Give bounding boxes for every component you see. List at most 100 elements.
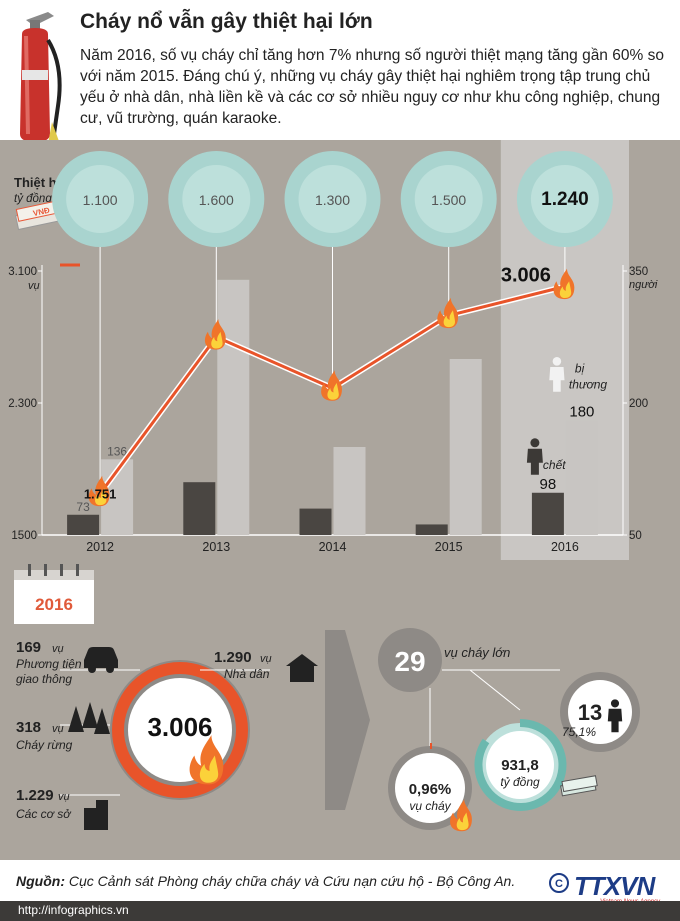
flame-inner: [456, 812, 469, 831]
flame-inner: [199, 755, 219, 783]
url-bar: [0, 901, 680, 921]
calendar-ring: [44, 564, 47, 576]
fires-point-flame: [321, 370, 342, 401]
flame-inner: [443, 310, 455, 328]
left-tick-label: 2.300: [8, 398, 37, 410]
person-head: [552, 357, 562, 366]
dead-bar: [67, 514, 100, 535]
person-head: [530, 438, 540, 448]
injured-bar: [449, 359, 482, 535]
fires-point-label: 1.751: [84, 487, 117, 502]
x-tick-label: 2012: [86, 540, 114, 554]
house-fire-name: Nhà dân: [224, 667, 270, 681]
right-axis-unit: người: [629, 279, 658, 291]
section-divider: [325, 630, 370, 810]
fire-share-flame-icon: [450, 799, 472, 832]
injured-bar: [217, 279, 250, 535]
x-tick-label: 2015: [435, 540, 463, 554]
dead-label: chết: [543, 458, 566, 472]
forest-fire-name: Cháy rừng: [16, 738, 73, 752]
tree-shape: [68, 706, 84, 732]
big-damage-percent: 75,1%: [562, 725, 596, 739]
x-tick-label: 2013: [202, 540, 230, 554]
damage-value-label: 1.500: [431, 192, 466, 208]
calendar-top: [14, 570, 94, 580]
money-text: VNĐ: [32, 206, 51, 218]
site-url[interactable]: http://infographics.vn: [18, 903, 129, 917]
dead-bar: [299, 508, 332, 535]
car-wheel: [88, 665, 96, 673]
big-damage-circle-inner: [486, 731, 554, 799]
house-fire-unit: vụ: [260, 653, 272, 665]
dead-value-label: 73: [76, 500, 90, 514]
breakdown-total: 3.006: [147, 712, 212, 742]
house-roof: [286, 654, 318, 666]
flame-inner: [327, 382, 339, 400]
house-icon: [286, 654, 318, 682]
injured-bar: [333, 447, 366, 535]
left-axis-unit: vụ: [28, 280, 40, 292]
source-label: Nguồn:: [16, 873, 65, 889]
left-tick-label: 1500: [11, 530, 37, 542]
dead-value-label: 98: [540, 476, 557, 493]
damage-value-label: 1.100: [83, 192, 118, 208]
forest-fire-unit: vụ: [52, 723, 64, 735]
damage-unit: tỷ đồng: [14, 193, 52, 205]
car-wheel: [106, 665, 114, 673]
fires-point-flame: [437, 297, 459, 329]
vehicle-fire-count: 169: [16, 639, 41, 656]
house-wall: [290, 666, 314, 682]
tree-shape: [94, 708, 110, 734]
header: [0, 0, 680, 140]
person-head: [610, 699, 620, 708]
dead-bar: [183, 482, 216, 535]
dead-person-icon: [526, 438, 543, 475]
fire-extinguisher-icon: [20, 12, 62, 144]
fires-point-flame: [553, 268, 575, 300]
injured-label-2: thương: [569, 378, 608, 392]
big-damage-arc: [474, 718, 567, 811]
damage-circle-inner: [530, 165, 599, 233]
calendar-card: [14, 578, 94, 624]
person-body: [607, 708, 623, 733]
flame-inner: [211, 331, 223, 349]
building-block: [84, 808, 96, 830]
damage-value-label: 1.600: [199, 192, 234, 208]
calendar-ring: [28, 564, 31, 576]
deaths-person-icon: [607, 699, 623, 733]
fires-point-flame: [204, 319, 226, 350]
injured-value-label: 180: [569, 404, 594, 421]
big-damage-unit: tỷ đồng: [500, 775, 540, 789]
building-icon: [84, 800, 108, 830]
x-tick-label: 2016: [551, 540, 579, 554]
left-tick-label: 3.100: [8, 266, 37, 278]
intro-text: Năm 2016, số vụ cháy chỉ tăng hơn 7% như…: [80, 47, 664, 127]
tree-shape: [82, 702, 98, 728]
right-tick-label: 350: [629, 266, 648, 278]
svg-text:C: C: [555, 878, 563, 890]
facility-fire-count: 1.229: [16, 787, 54, 804]
dead-bar: [415, 524, 448, 535]
building-block: [96, 800, 108, 830]
calendar-ring: [76, 564, 79, 576]
vehicle-fire-unit: vụ: [52, 643, 64, 655]
cash-bill: [561, 775, 598, 793]
damage-value-label: 1.240: [541, 189, 589, 210]
big-fire-connector: [469, 669, 521, 711]
damage-circle-inner: [182, 165, 251, 233]
x-tick-label: 2014: [319, 540, 347, 554]
big-damage-value: 931,8: [501, 757, 539, 774]
injured-label-1: bị: [575, 362, 585, 376]
injured-value-label: 136: [107, 444, 127, 458]
person-body: [549, 367, 565, 392]
cash-icon: [560, 775, 598, 797]
big-fire-circle: [378, 628, 442, 692]
damage-circle-inner: [414, 165, 483, 233]
house-fire-count: 1.290: [214, 649, 252, 666]
dead-bar: [531, 492, 564, 535]
big-fire-label: vụ cháy lớn: [444, 645, 510, 660]
person-body: [526, 448, 543, 475]
injured-person-icon: [549, 357, 565, 392]
